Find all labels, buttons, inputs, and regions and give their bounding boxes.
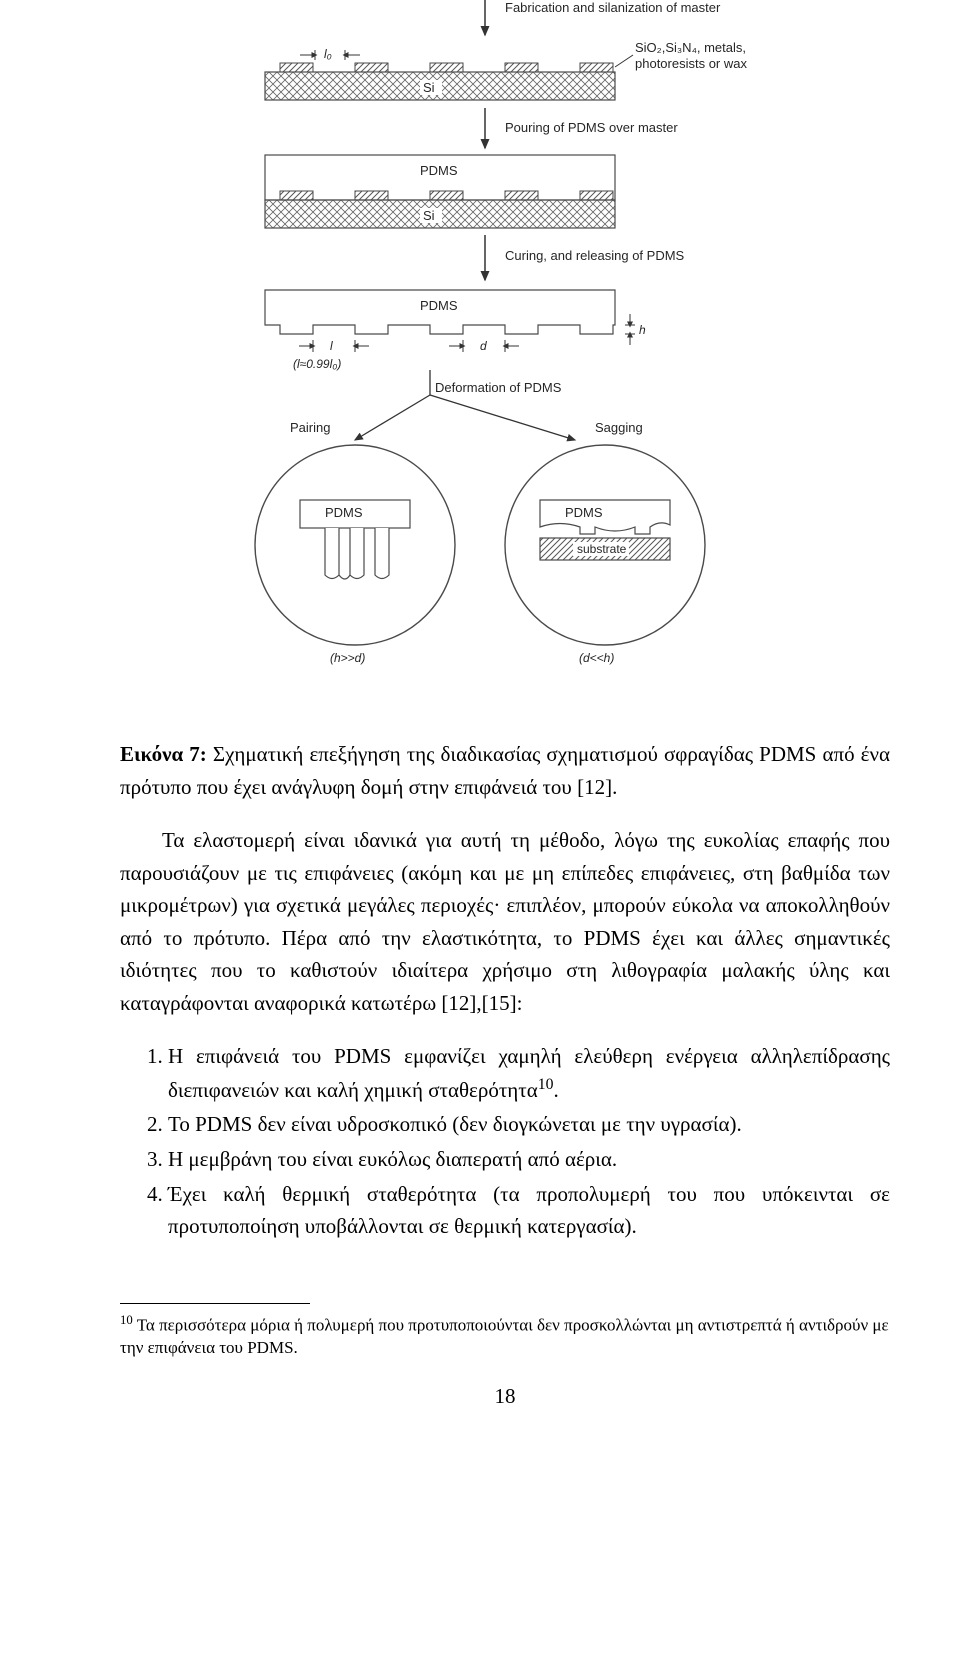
label-deformation: Deformation of PDMS: [435, 380, 562, 395]
footnote-text: Τα περισσότερα μόρια ή πολυμερή που προτ…: [120, 1315, 889, 1357]
label-pdms-pair: PDMS: [325, 505, 363, 520]
label-substrate: substrate: [577, 542, 627, 556]
label-side-2: photoresists or wax: [635, 56, 747, 71]
label-h-gt-d: (h>>d): [330, 651, 365, 665]
list-item-text: Η επιφάνειά του PDMS εμφανίζει χαμηλή ελ…: [168, 1044, 890, 1102]
properties-list: Η επιφάνειά του PDMS εμφανίζει χαμηλή ελ…: [120, 1040, 890, 1242]
caption-label: Εικόνα 7:: [120, 742, 207, 766]
label-pdms-sag: PDMS: [565, 505, 603, 520]
figure-7: Fabrication and silanization of master l…: [120, 0, 890, 720]
caption-text: Σχηματική επεξήγηση της διαδικασίας σχημ…: [120, 742, 890, 799]
stage-poured: PDMS Si: [265, 155, 615, 228]
footnote-ref: 10: [538, 1076, 554, 1093]
stage-released: PDMS h l (l≈0.99l₀) d: [265, 290, 646, 371]
label-pdms-1: PDMS: [420, 163, 458, 178]
list-item: Έχει καλή θερμική σταθερότητα (τα προπολ…: [168, 1178, 890, 1243]
label-si-2: Si: [423, 208, 435, 223]
stage-master: l₀ Si SiO₂,Si₃N₄, metals, photoresists o…: [265, 40, 747, 100]
label-l: l: [330, 339, 333, 353]
footnote-number: 10: [120, 1313, 133, 1327]
figure-caption: Εικόνα 7: Σχηματική επεξήγηση της διαδικ…: [120, 738, 890, 803]
footnote-rule: [120, 1303, 310, 1304]
label-d: d: [480, 339, 487, 353]
list-item: Η επιφάνειά του PDMS εμφανίζει χαμηλή ελ…: [168, 1040, 890, 1106]
list-item: Η μεμβράνη του είναι ευκόλως διαπερατή α…: [168, 1143, 890, 1176]
pairing-detail: PDMS (h>>d): [255, 445, 455, 665]
label-fabrication: Fabrication and silanization of master: [505, 0, 721, 15]
label-sagging: Sagging: [595, 420, 643, 435]
label-pdms-2: PDMS: [420, 298, 458, 313]
label-l0: l₀: [324, 47, 332, 61]
label-si-1: Si: [423, 80, 435, 95]
list-item-text-b: .: [553, 1078, 558, 1102]
label-pouring: Pouring of PDMS over master: [505, 120, 678, 135]
page-number: 18: [120, 1384, 890, 1409]
footnote: 10 Τα περισσότερα μόρια ή πολυμερή που π…: [120, 1312, 890, 1361]
sagging-detail: PDMS substrate (d<<h): [505, 445, 705, 665]
label-h: h: [639, 323, 646, 337]
label-pairing: Pairing: [290, 420, 330, 435]
label-d-lt-h: (d<<h): [579, 651, 614, 665]
body-paragraph: Τα ελαστομερή είναι ιδανικά για αυτή τη …: [120, 824, 890, 1019]
label-curing: Curing, and releasing of PDMS: [505, 248, 685, 263]
label-side-1: SiO₂,Si₃N₄, metals,: [635, 40, 746, 55]
label-l-approx: (l≈0.99l₀): [293, 357, 341, 371]
list-item: Το PDMS δεν είναι υδροσκοπικό (δεν διογκ…: [168, 1108, 890, 1141]
pdms-process-diagram: Fabrication and silanization of master l…: [205, 0, 805, 720]
